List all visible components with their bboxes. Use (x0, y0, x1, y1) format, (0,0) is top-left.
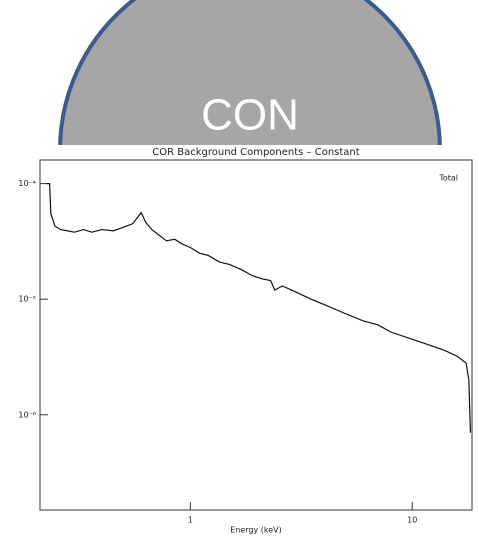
chart-title: COR Background Components – Constant (152, 147, 359, 158)
x-axis-label: Energy (keV) (230, 526, 282, 535)
badge-shape (58, 0, 442, 151)
y-tick-label: 10⁻⁶ (18, 410, 36, 419)
series-line (46, 182, 472, 433)
y-tick-label: 10⁻⁴ (18, 179, 36, 188)
badge-label: CON (201, 91, 299, 140)
legend-label: Total (438, 174, 458, 183)
y-tick-label: 10⁻⁵ (18, 295, 36, 304)
chart-background (30, 145, 479, 540)
plot-frame (39, 159, 473, 511)
x-tick-label: 1 (188, 516, 193, 525)
x-tick-label: 10 (407, 516, 417, 525)
